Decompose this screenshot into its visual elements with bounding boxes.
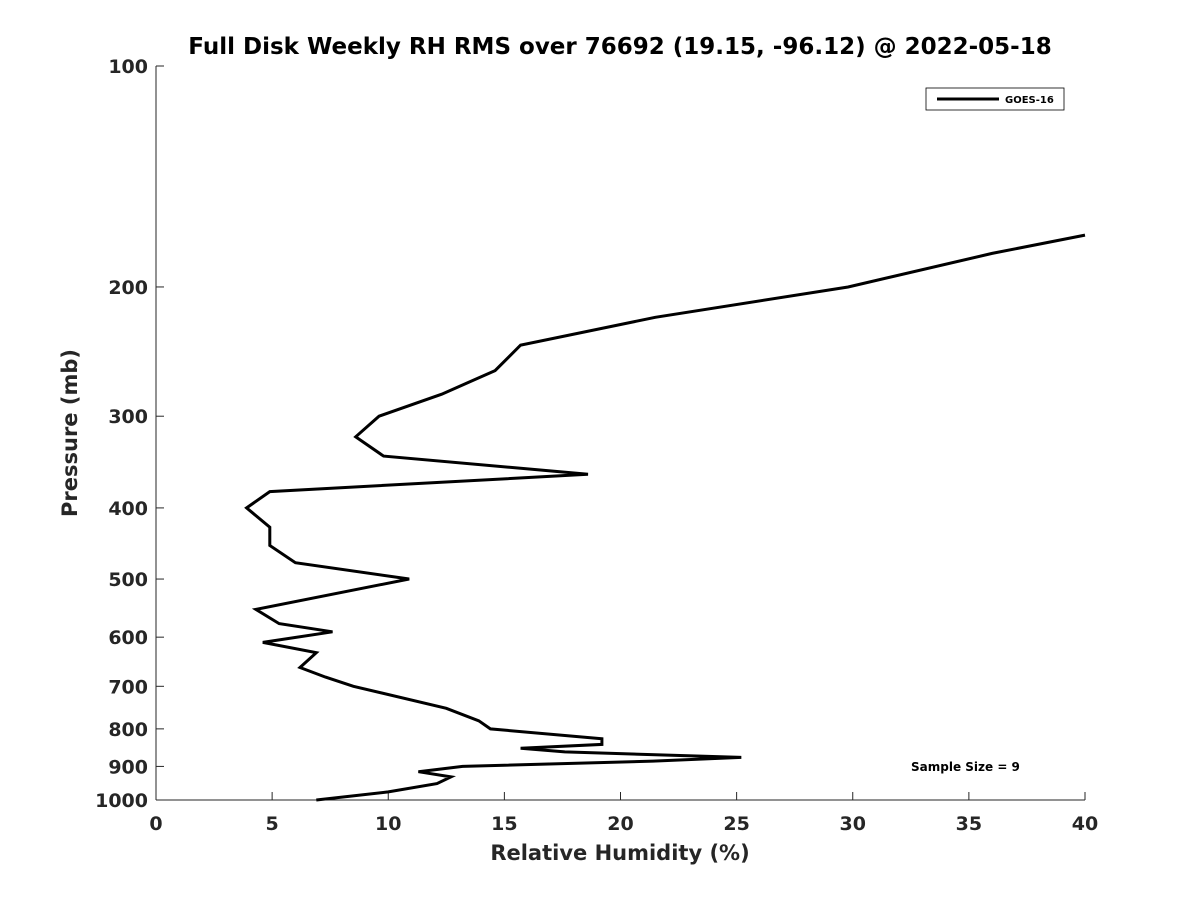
y-tick-label: 1000 (95, 790, 148, 812)
y-tick-label: 400 (108, 498, 148, 520)
y-tick-label: 900 (108, 756, 148, 778)
axes (155, 66, 1085, 801)
x-tick-label: 30 (840, 813, 866, 835)
x-ticks: 0 5 10 15 20 25 30 35 40 (149, 792, 1098, 835)
y-tick-label: 100 (108, 56, 148, 78)
x-tick-label: 25 (723, 813, 749, 835)
x-tick-label: 35 (956, 813, 982, 835)
series-layer (244, 233, 1086, 802)
y-tick-label: 800 (108, 719, 148, 741)
x-tick-label: 20 (607, 813, 633, 835)
y-axis-label: Pressure (mb) (58, 349, 82, 517)
y-tick-label: 200 (108, 277, 148, 299)
y-tick-label: 300 (108, 406, 148, 428)
x-tick-label: 40 (1072, 813, 1098, 835)
x-tick-label: 10 (375, 813, 401, 835)
x-axis-label: Relative Humidity (%) (490, 841, 749, 865)
y-tick-label: 600 (108, 627, 148, 649)
y-ticks: 100 200 300 400 500 600 700 800 900 1000 (95, 56, 164, 812)
sample-size-annotation: Sample Size = 9 (911, 760, 1020, 774)
x-tick-label: 15 (491, 813, 517, 835)
legend: GOES-16 (925, 87, 1065, 111)
chart-title: Full Disk Weekly RH RMS over 76692 (19.1… (188, 34, 1051, 60)
series-line-goes-16 (244, 233, 1086, 802)
y-tick-label: 700 (108, 676, 148, 698)
legend-label: GOES-16 (1005, 95, 1054, 106)
y-tick-label: 500 (108, 569, 148, 591)
x-tick-label: 5 (266, 813, 279, 835)
x-tick-label: 0 (149, 813, 162, 835)
